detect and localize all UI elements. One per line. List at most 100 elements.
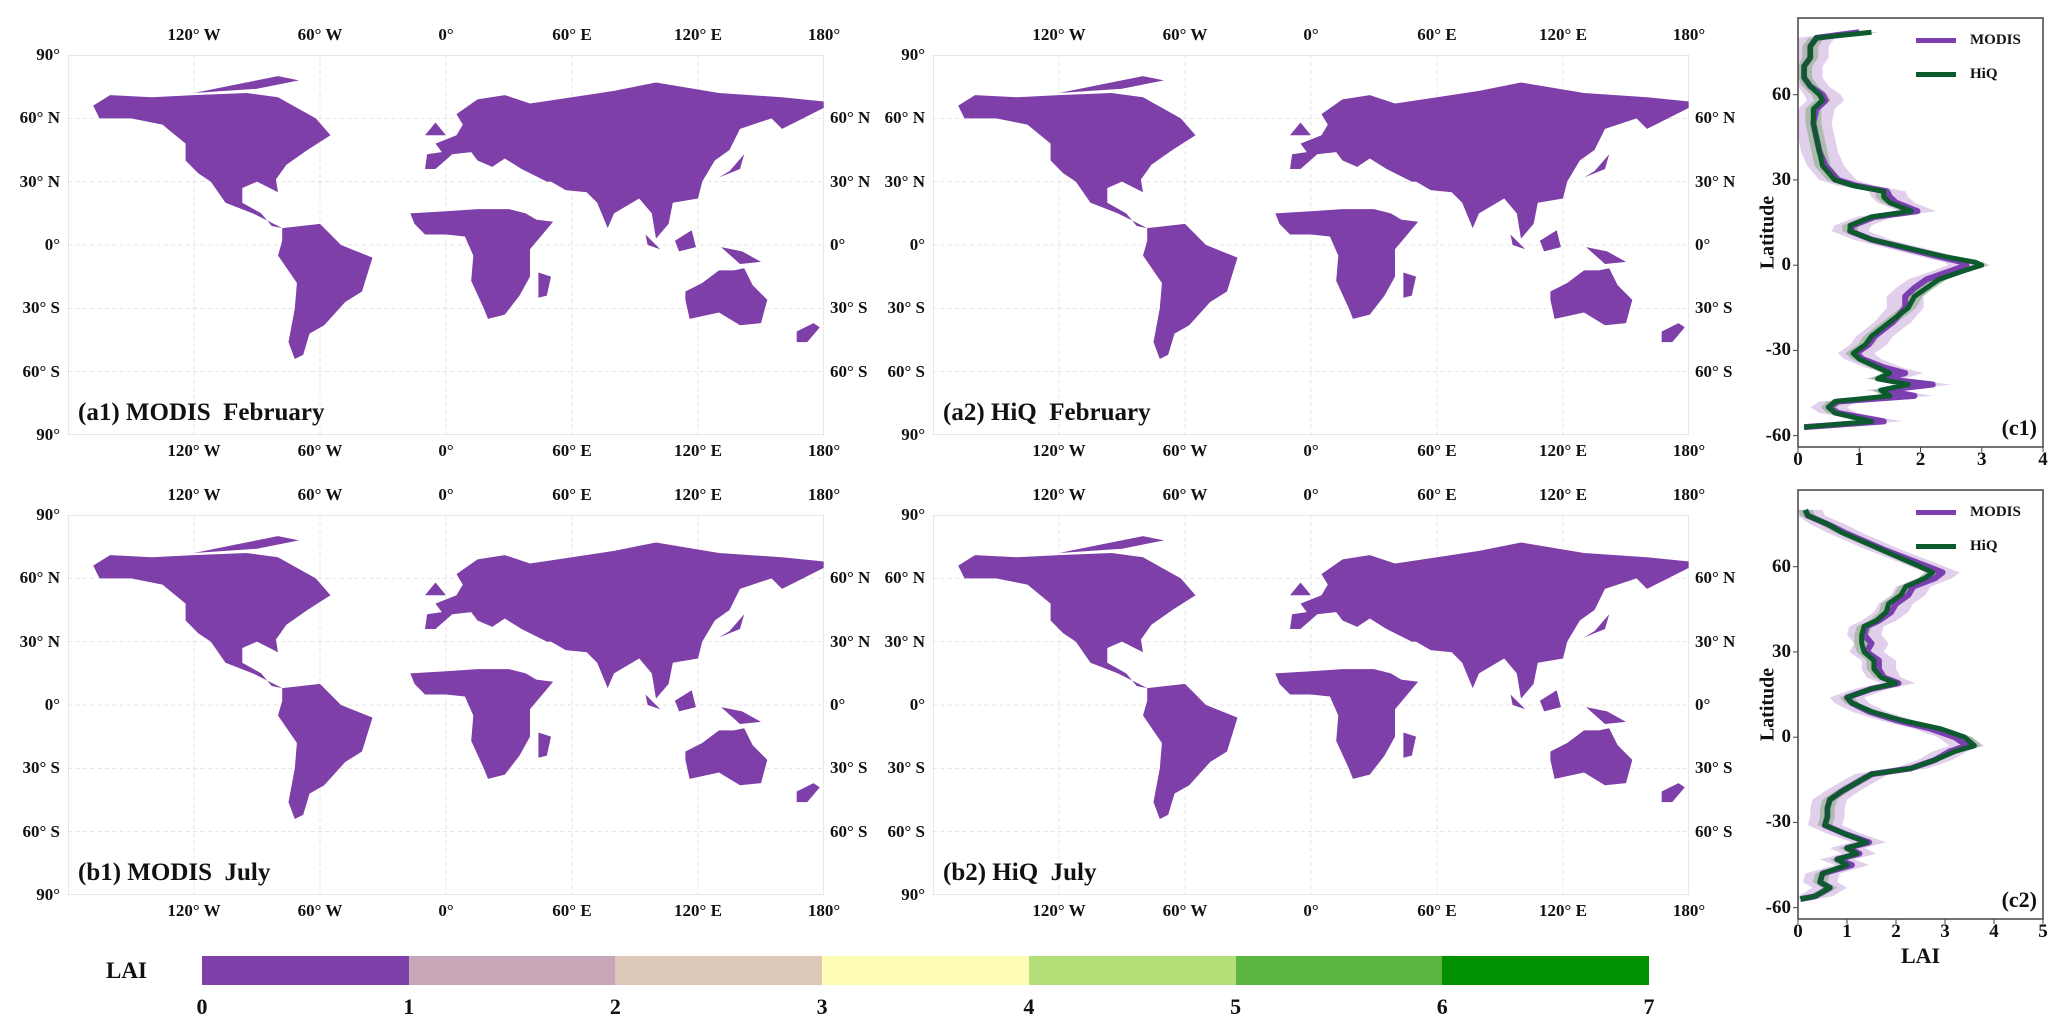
lon-tick-label: 0° (438, 25, 454, 44)
y-tick-label: 30 (1772, 640, 1791, 662)
lon-tick-label: 60° E (1417, 485, 1457, 504)
lon-tick-label: 180° (1672, 901, 1706, 920)
lon-tick-label: 180° (807, 25, 841, 44)
hiq-legend-swatch (1916, 72, 1956, 77)
colorbar-tick-label: 2 (609, 994, 621, 1019)
lon-tick-label: 120° E (674, 441, 722, 460)
world-lai-map (68, 515, 824, 895)
lat-tick-label: 0° (830, 695, 846, 714)
lon-tick-label: 120° W (1032, 901, 1086, 920)
colorbar-tick-label: 6 (1436, 994, 1448, 1019)
lat-tick-label: 60° S (1695, 821, 1733, 841)
lon-tick-label: 120° E (1539, 25, 1587, 44)
lon-tick-label: 0° (438, 441, 454, 460)
lon-tick-label: 120° E (1539, 441, 1587, 460)
lat-tick-label: 30° S (830, 758, 868, 778)
colorbar-label: LAI (106, 958, 147, 983)
colorbar-segment (615, 956, 823, 985)
lat-tick-label: 30° N (19, 631, 60, 651)
lat-tick-label: 60° S (830, 821, 868, 841)
colorbar-tick-label: 5 (1230, 994, 1242, 1019)
lat-tick-label: 60° N (1695, 108, 1736, 128)
colorbar-segment (202, 956, 409, 985)
hiq-legend-swatch (1916, 544, 1956, 549)
panel-title: (a1) MODIS February (78, 399, 325, 426)
colorbar-tick-label: 3 (816, 994, 828, 1019)
lon-tick-label: 0° (1303, 25, 1319, 44)
lat-tick-label: 90° (901, 425, 925, 444)
x-axis-label: LAI (1900, 943, 1941, 968)
lai-patch (1145, 194, 1162, 220)
lat-tick-label: 60° S (1695, 361, 1733, 381)
y-tick-label: 30 (1772, 168, 1791, 190)
lon-tick-label: 60° W (1162, 25, 1208, 44)
world-lai-map (933, 55, 1689, 435)
lat-tick-label: 60° N (19, 108, 60, 128)
lai-patch (280, 194, 297, 220)
hiq-spread-band (1798, 509, 1982, 900)
lon-tick-label: 60° W (297, 485, 343, 504)
x-tick-label: 0 (1793, 921, 1803, 942)
modis-legend-swatch (1916, 38, 1956, 43)
lon-tick-label: 60° E (1417, 25, 1457, 44)
lat-tick-label: 30° S (1695, 298, 1733, 318)
lon-tick-label: 60° E (552, 441, 592, 460)
profile-chart: 0 1 2 3 4 5 -60 -30 0 30 60 Latitude LAI (c2) MODIS HiQ (1757, 489, 2048, 968)
x-tick-label: 3 (1977, 449, 1987, 470)
lon-tick-label: 120° E (1539, 901, 1587, 920)
lon-tick-label: 180° (807, 441, 841, 460)
lon-tick-label: 0° (1303, 441, 1319, 460)
lat-tick-label: 30° S (887, 758, 925, 778)
lon-tick-label: 0° (1303, 901, 1319, 920)
x-tick-label: 1 (1842, 921, 1852, 942)
y-tick-label: 0 (1781, 726, 1792, 748)
x-tick-label: 4 (1989, 921, 1999, 942)
lon-tick-label: 120° W (167, 901, 221, 920)
lat-tick-label: 60° S (22, 361, 60, 381)
lon-tick-label: 0° (438, 485, 454, 504)
lat-tick-label: 90° (36, 45, 60, 64)
lat-tick-label: 0° (44, 235, 60, 254)
lat-tick-label: 90° (36, 505, 60, 524)
lat-tick-label: 60° S (22, 821, 60, 841)
lat-tick-label: 30° N (1695, 171, 1736, 191)
map-panel: 120° W 120° W 60° W 60° W 0° 0° 60° E 60° E 120°… (20, 25, 871, 460)
lon-tick-label: 60° E (1417, 441, 1457, 460)
lat-tick-label: 30° S (887, 298, 925, 318)
lat-tick-label: 60° N (884, 108, 925, 128)
x-tick-label: 5 (2038, 921, 2048, 942)
lon-tick-label: 180° (1672, 485, 1706, 504)
x-tick-label: 4 (2038, 449, 2048, 470)
legend-label: HiQ (1970, 538, 1998, 554)
y-tick-label: -60 (1765, 896, 1791, 918)
world-lai-map (68, 55, 824, 435)
colorbar-tick-label: 0 (196, 994, 208, 1019)
lat-tick-label: 90° (36, 425, 60, 444)
y-tick-label: 60 (1772, 555, 1791, 577)
lai-patch (332, 211, 358, 237)
lat-tick-label: 60° S (887, 361, 925, 381)
lat-tick-label: 60° N (1695, 568, 1736, 588)
lat-tick-label: 30° S (22, 758, 60, 778)
lat-tick-label: 90° (901, 45, 925, 64)
lon-tick-label: 120° W (1032, 25, 1086, 44)
lon-tick-label: 120° E (674, 901, 722, 920)
lat-tick-label: 60° N (19, 568, 60, 588)
lat-tick-label: 60° N (830, 108, 871, 128)
world-lai-map (933, 515, 1689, 895)
lai-colorbar (202, 956, 1650, 985)
lon-tick-label: 60° W (1162, 901, 1208, 920)
panel-title: (b1) MODIS July (78, 859, 271, 886)
lon-tick-label: 60° W (297, 25, 343, 44)
lat-tick-label: 90° (901, 885, 925, 904)
lat-tick-label: 90° (36, 885, 60, 904)
colorbar-segment (822, 956, 1029, 985)
lon-tick-label: 120° E (674, 25, 722, 44)
y-tick-label: -30 (1765, 811, 1791, 833)
x-tick-label: 3 (1940, 921, 1950, 942)
x-tick-label: 2 (1915, 449, 1926, 470)
x-tick-label: 1 (1854, 449, 1865, 470)
y-tick-label: 60 (1772, 83, 1791, 105)
lon-tick-label: 180° (807, 485, 841, 504)
x-tick-label: 2 (1891, 921, 1901, 942)
